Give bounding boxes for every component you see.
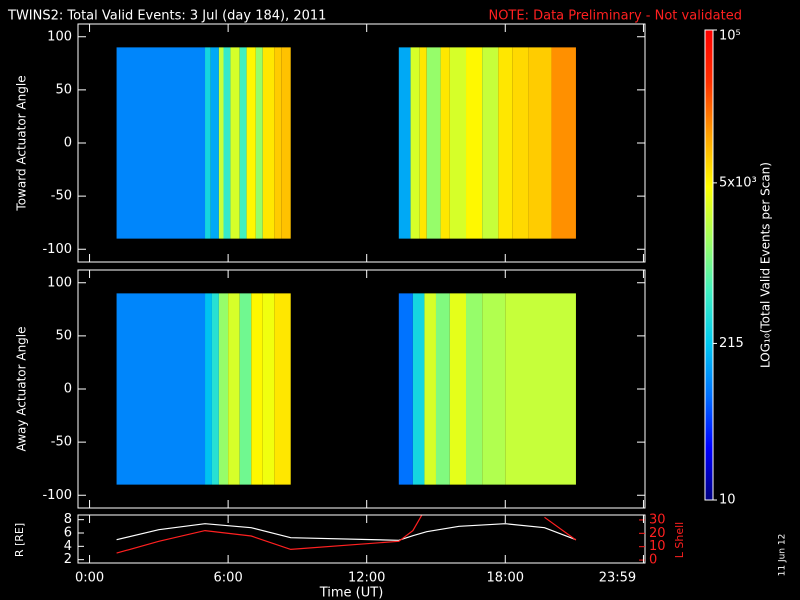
heat-stripe	[218, 293, 229, 485]
y-tick-label: 100	[47, 275, 72, 290]
x-tick-label: 0:00	[75, 571, 104, 586]
x-tick-label: 6:00	[214, 571, 243, 586]
y-tick-label: 50	[55, 82, 72, 97]
colorbar	[704, 29, 714, 501]
heat-stripe	[228, 293, 240, 485]
heat-stripe	[435, 293, 450, 485]
y-axis-title: Toward Actuator Angle	[15, 75, 29, 211]
heat-stripe	[116, 293, 206, 485]
heat-stripe	[246, 47, 256, 239]
heat-stripe	[274, 293, 291, 485]
heat-stripe	[398, 47, 411, 239]
chart-title: TWINS2: Total Valid Events: 3 Jul (day 1…	[7, 9, 326, 24]
y-axis-title: Away Actuator Angle	[15, 326, 29, 451]
y-tick-label: 2	[64, 552, 72, 567]
heat-stripe	[449, 47, 467, 239]
x-tick-label: 12:00	[348, 571, 385, 586]
heat-stripe	[262, 293, 275, 485]
heat-stripe	[239, 47, 247, 239]
y2-axis-title: L Shell	[673, 522, 686, 558]
series-line	[116, 515, 577, 554]
heat-stripe	[274, 47, 282, 239]
heat-stripe	[466, 293, 483, 485]
y2-tick-label: 10	[649, 539, 666, 554]
heat-stripe	[412, 293, 425, 485]
y2-tick-label: 0	[649, 553, 657, 568]
y-tick-label: 8	[64, 512, 72, 527]
colorbar-tick-label: 215	[719, 336, 744, 351]
colorbar-title: LOG₁₀(Total Valid Events per Scan)	[759, 162, 773, 368]
heat-stripe	[466, 47, 483, 239]
heat-stripe	[482, 47, 499, 239]
y-tick-label: 4	[64, 539, 72, 554]
heat-stripe	[223, 47, 231, 239]
heat-stripe	[419, 47, 427, 239]
heat-stripe	[512, 47, 529, 239]
heat-stripe	[482, 293, 506, 485]
panel-frame	[77, 514, 646, 564]
heat-stripe	[116, 47, 206, 239]
colorbar-tick-label: 10	[719, 493, 736, 508]
y-axis-title: R [RE]	[13, 523, 26, 557]
y-tick-label: 6	[64, 526, 72, 541]
heat-stripe	[210, 47, 219, 239]
heat-stripe	[230, 47, 240, 239]
y2-tick-label: 20	[649, 526, 666, 541]
colorbar-tick-label: 5x10³	[719, 175, 757, 190]
heat-stripe	[255, 47, 263, 239]
colorbar-tick-label: 10⁵	[719, 29, 741, 44]
y-tick-label: 50	[55, 328, 72, 343]
heat-stripe	[505, 293, 576, 485]
heat-stripe	[551, 47, 576, 239]
y2-tick-label: 30	[649, 512, 666, 527]
x-tick-label: 18:00	[487, 571, 524, 586]
y-tick-label: 100	[47, 29, 72, 44]
y-tick-label: 0	[64, 382, 72, 397]
heat-stripe	[398, 293, 413, 485]
heat-stripe	[424, 293, 436, 485]
heat-stripe	[440, 47, 450, 239]
series-line	[116, 523, 577, 541]
y-tick-label: -50	[51, 189, 72, 204]
heat-stripe	[218, 47, 224, 239]
heat-stripe	[449, 293, 467, 485]
heat-stripe	[410, 47, 420, 239]
heat-stripe	[528, 47, 552, 239]
x-tick-label: 23:59	[599, 571, 636, 586]
y-tick-label: -100	[42, 488, 72, 503]
heat-stripe	[205, 293, 212, 485]
heat-stripe	[262, 47, 275, 239]
note: NOTE: Data Preliminary - Not validated	[488, 9, 742, 24]
heat-stripe	[251, 293, 263, 485]
heat-stripe	[211, 293, 219, 485]
heat-stripe	[498, 47, 513, 239]
heat-stripe	[426, 47, 441, 239]
x-axis-title: Time (UT)	[319, 586, 384, 600]
y-tick-label: 0	[64, 136, 72, 151]
line-plot	[116, 515, 577, 554]
y-tick-label: -100	[42, 242, 72, 257]
y-tick-label: -50	[51, 435, 72, 450]
heat-stripe	[239, 293, 252, 485]
date-stamp: 11 Jun 12	[778, 534, 788, 577]
heat-stripe	[281, 47, 291, 239]
heat-stripe	[205, 47, 211, 239]
